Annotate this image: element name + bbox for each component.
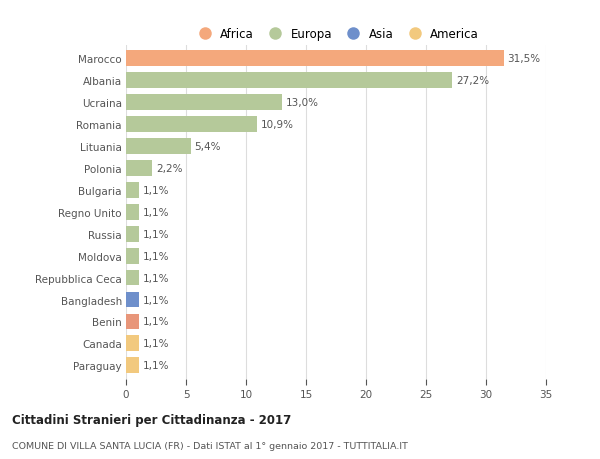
Bar [126,226,139,242]
Text: 1,1%: 1,1% [143,207,169,217]
Text: 1,1%: 1,1% [143,229,169,239]
Bar [126,183,139,198]
Bar [126,336,139,352]
Text: 1,1%: 1,1% [143,185,169,196]
Bar [126,161,152,176]
Bar [126,139,191,155]
Bar [126,73,452,89]
Bar [126,314,139,330]
Legend: Africa, Europa, Asia, America: Africa, Europa, Asia, America [188,23,484,46]
Bar [126,248,139,264]
Bar [126,117,257,133]
Text: 1,1%: 1,1% [143,273,169,283]
Text: 1,1%: 1,1% [143,361,169,370]
Text: 10,9%: 10,9% [260,120,293,130]
Bar [126,95,282,111]
Bar [126,292,139,308]
Text: COMUNE DI VILLA SANTA LUCIA (FR) - Dati ISTAT al 1° gennaio 2017 - TUTTITALIA.IT: COMUNE DI VILLA SANTA LUCIA (FR) - Dati … [12,441,408,450]
Text: 27,2%: 27,2% [456,76,489,86]
Text: Cittadini Stranieri per Cittadinanza - 2017: Cittadini Stranieri per Cittadinanza - 2… [12,413,291,426]
Bar [126,204,139,220]
Text: 1,1%: 1,1% [143,251,169,261]
Text: 31,5%: 31,5% [508,54,541,64]
Text: 13,0%: 13,0% [286,98,319,108]
Bar [126,358,139,374]
Text: 1,1%: 1,1% [143,295,169,305]
Bar [126,51,504,67]
Text: 2,2%: 2,2% [156,163,182,174]
Text: 1,1%: 1,1% [143,317,169,327]
Text: 5,4%: 5,4% [194,142,221,151]
Text: 1,1%: 1,1% [143,339,169,349]
Bar [126,270,139,286]
